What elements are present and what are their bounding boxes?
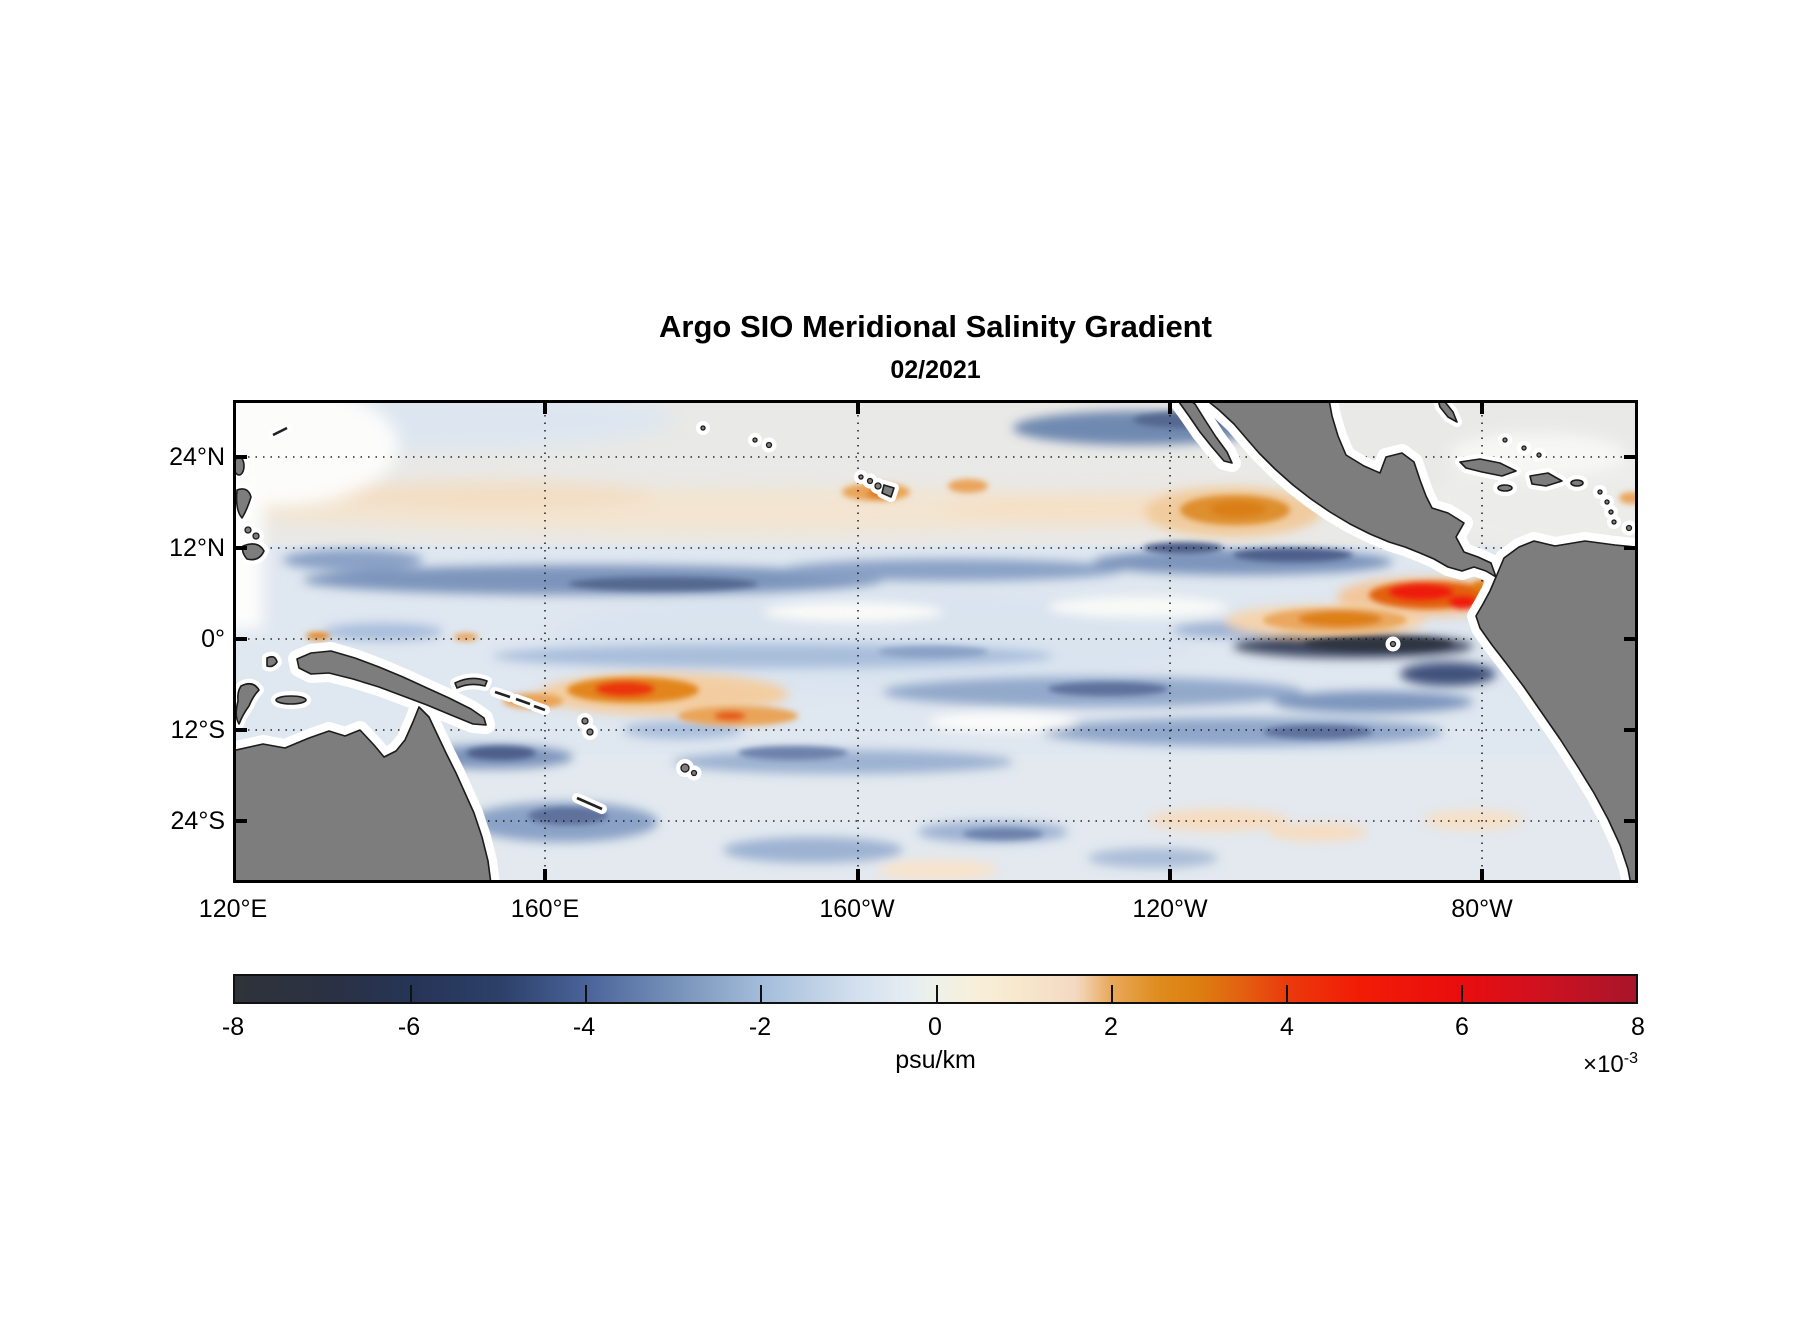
land-luzon (235, 488, 252, 519)
cb-label-8: 8 (1631, 1013, 1645, 1041)
lon-tick-160w: 160°W (819, 895, 895, 923)
colorbar-multiplier: ×10-3 (1408, 1050, 1638, 1079)
cb-label-m4: -4 (572, 1013, 596, 1041)
colorbar-tick (1460, 985, 1463, 1002)
chart-subtitle: 02/2021 (890, 356, 981, 384)
cb-label-2: 2 (1104, 1013, 1118, 1041)
lat-tick-12s: 12°S (170, 716, 225, 744)
land-baja-california (1178, 400, 1233, 464)
cb-label-m2: -2 (748, 1013, 772, 1041)
lat-tick-0: 0° (201, 625, 225, 653)
lon-tick-160e: 160°E (510, 895, 580, 923)
colorbar-units-label: psu/km (895, 1046, 976, 1074)
colorbar-tick (585, 985, 588, 1002)
axis-ticks (233, 400, 1638, 883)
land-australia (233, 706, 492, 883)
land-seram (275, 695, 307, 705)
land-new-britain (454, 677, 488, 689)
colorbar-tick (410, 985, 413, 1002)
land-hispaniola (1529, 472, 1563, 487)
cb-label-m8: -8 (221, 1013, 245, 1041)
cb-label-4: 4 (1280, 1013, 1294, 1041)
cb-label-6: 6 (1455, 1013, 1469, 1041)
map-plot (233, 400, 1638, 883)
chart-title: Argo SIO Meridional Salinity Gradient (659, 309, 1212, 344)
axis-box (233, 400, 1638, 883)
lat-tick-24s: 24°S (170, 807, 225, 835)
colorbar-tick (935, 985, 938, 1002)
land-puerto-rico (1570, 479, 1584, 487)
lat-tick-24n: 24°N (169, 443, 225, 471)
lat-tick-12n: 12°N (169, 534, 225, 562)
land-jamaica (1497, 484, 1513, 492)
colorbar (233, 974, 1638, 1004)
cb-label-0: 0 (928, 1013, 942, 1041)
small-islands (272, 426, 603, 811)
colorbar-tick (1285, 985, 1288, 1002)
land-cuba (1459, 458, 1517, 477)
land-halmahera (266, 655, 278, 668)
island-dots (244, 425, 1633, 777)
land-new-guinea (296, 650, 487, 726)
lon-tick-120w: 120°W (1132, 895, 1208, 923)
lon-tick-80w: 80°W (1451, 895, 1513, 923)
land-big-island-hawaii (881, 484, 895, 498)
land-mindanao (241, 543, 265, 561)
multiplier-exponent: -3 (1623, 1050, 1638, 1067)
lon-tick-120e: 120°E (198, 895, 268, 923)
cb-label-m6: -6 (397, 1013, 421, 1041)
land-south-america (1475, 540, 1638, 883)
land-sulawesi (235, 682, 260, 725)
colorbar-tick (760, 985, 763, 1002)
colorbar-tick (1110, 985, 1113, 1002)
landmasses (233, 400, 1638, 883)
multiplier-base: ×10 (1583, 1051, 1624, 1078)
